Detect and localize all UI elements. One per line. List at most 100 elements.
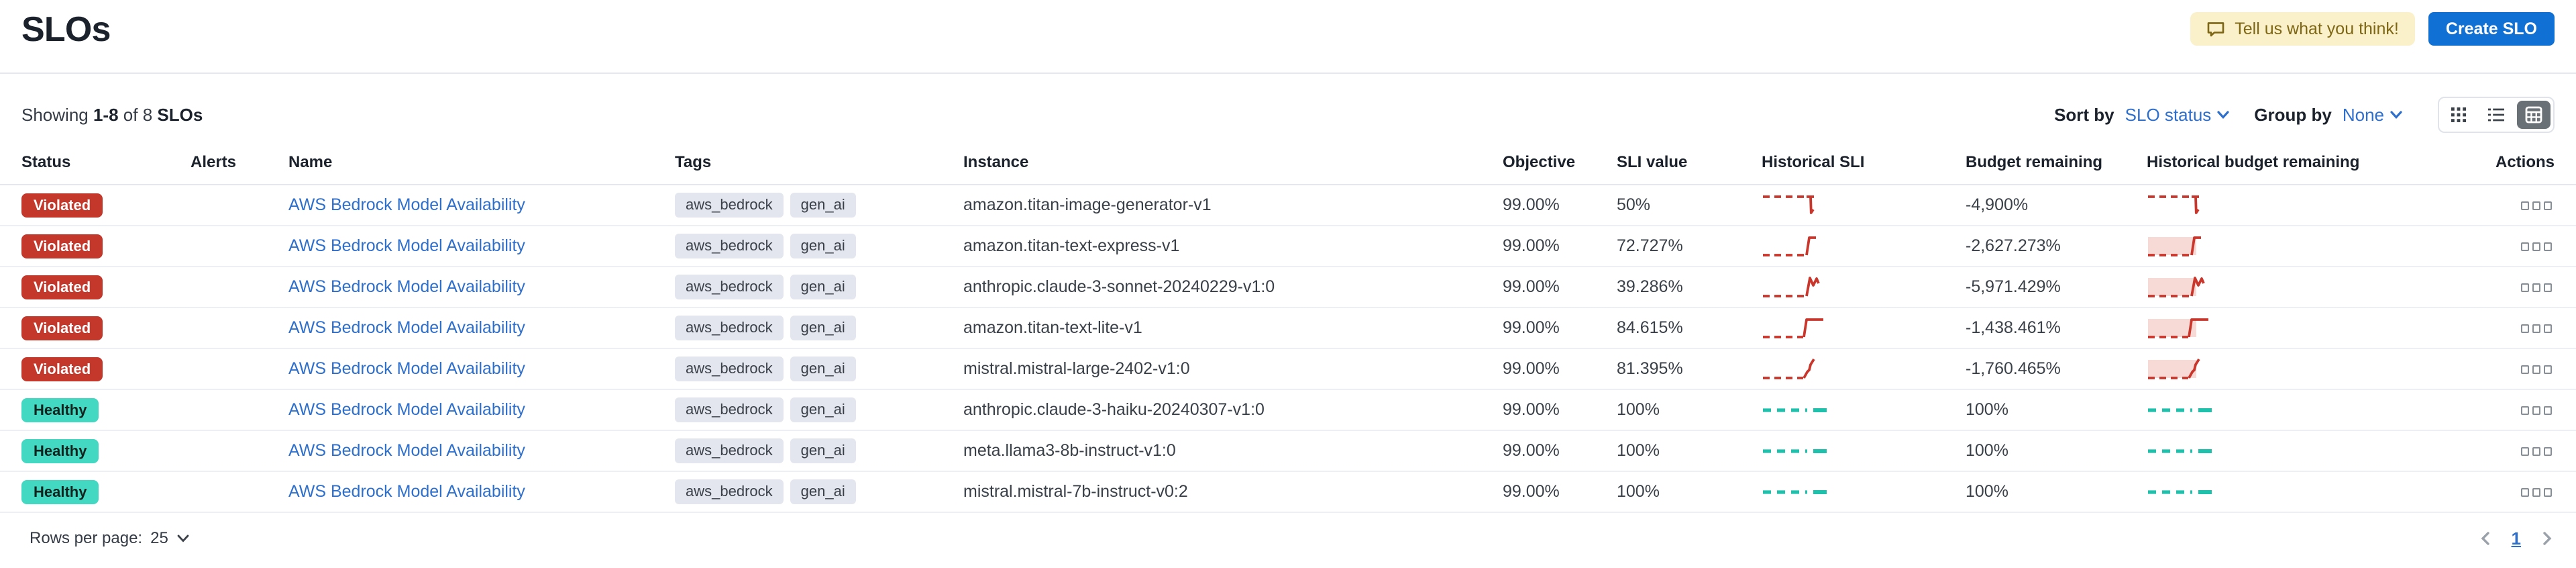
alerts-cell — [191, 307, 288, 349]
column-header-historical-sli[interactable]: Historical SLI — [1762, 145, 1966, 185]
budget-remaining-cell: -2,627.273% — [1966, 226, 2147, 267]
group-by-dropdown[interactable]: None — [2343, 105, 2403, 126]
historical-budget-sparkline — [2148, 236, 2201, 256]
tag-pill[interactable]: gen_ai — [790, 438, 856, 463]
status-cell: Violated — [0, 226, 191, 267]
row-actions-button[interactable] — [2518, 363, 2555, 377]
status-badge: Healthy — [21, 479, 99, 504]
slo-name-link[interactable]: AWS Bedrock Model Availability — [288, 318, 525, 337]
historical-budget-sparkline — [2148, 358, 2200, 379]
name-cell: AWS Bedrock Model Availability — [288, 430, 675, 472]
historical-budget-sparkline — [2148, 195, 2200, 214]
showing-prefix: Showing — [21, 104, 89, 125]
tag-pill[interactable]: aws_bedrock — [675, 357, 784, 381]
tag-pill[interactable]: gen_ai — [790, 479, 856, 504]
budget-remaining-cell: 100% — [1966, 430, 2147, 472]
sort-by-value: SLO status — [2125, 104, 2212, 125]
tag-pill[interactable]: gen_ai — [790, 397, 856, 422]
historical-sli-sparkline — [1763, 358, 1815, 379]
tag-pill[interactable]: aws_bedrock — [675, 275, 784, 299]
column-header-historical-budget-remaining[interactable]: Historical budget remaining — [2147, 145, 2469, 185]
column-header-budget-remaining[interactable]: Budget remaining — [1966, 145, 2147, 185]
tag-pill[interactable]: gen_ai — [790, 357, 856, 381]
historical-sli-sparkline — [1763, 236, 1816, 256]
slo-name-link[interactable]: AWS Bedrock Model Availability — [288, 441, 525, 460]
tag-pill[interactable]: aws_bedrock — [675, 438, 784, 463]
status-cell: Violated — [0, 267, 191, 308]
sort-by-dropdown[interactable]: SLO status — [2125, 105, 2231, 126]
column-header-objective[interactable]: Objective — [1503, 145, 1617, 185]
table-view-button[interactable] — [2517, 101, 2551, 129]
slo-name-link[interactable]: AWS Bedrock Model Availability — [288, 359, 525, 378]
alerts-cell — [191, 226, 288, 267]
next-page-button[interactable] — [2540, 530, 2555, 547]
slo-name-link[interactable]: AWS Bedrock Model Availability — [288, 400, 525, 419]
tag-pill[interactable]: aws_bedrock — [675, 397, 784, 422]
ellipsis-squares-icon — [2521, 283, 2529, 292]
page-header: SLOs Tell us what you think! Create SLO — [0, 0, 2576, 74]
feedback-button[interactable]: Tell us what you think! — [2190, 12, 2415, 46]
historical-sli-cell — [1762, 430, 1966, 472]
sli-value-cell: 39.286% — [1617, 267, 1762, 308]
row-actions-button[interactable] — [2518, 240, 2555, 254]
column-header-alerts[interactable]: Alerts — [191, 145, 288, 185]
historical-budget-sparkline — [2148, 318, 2208, 338]
instance-cell: meta.llama3-8b-instruct-v1:0 — [963, 430, 1503, 472]
historical-budget-sparkline — [2148, 408, 2212, 412]
sli-value-cell: 100% — [1617, 471, 1762, 513]
tag-pill[interactable]: aws_bedrock — [675, 193, 784, 218]
sli-value-cell: 100% — [1617, 389, 1762, 431]
historical-sli-sparkline — [1763, 408, 1827, 412]
instance-cell: mistral.mistral-7b-instruct-v0:2 — [963, 471, 1503, 513]
row-actions-button[interactable] — [2518, 199, 2555, 213]
grid-view-button[interactable] — [2442, 101, 2475, 129]
tag-pill[interactable]: gen_ai — [790, 275, 856, 299]
status-cell: Violated — [0, 307, 191, 349]
group-by-value: None — [2342, 104, 2384, 125]
tag-pill[interactable]: gen_ai — [790, 193, 856, 218]
row-actions-button[interactable] — [2518, 485, 2555, 500]
tags-cell: aws_bedrock gen_ai — [675, 307, 963, 349]
create-slo-button[interactable]: Create SLO — [2428, 12, 2555, 46]
slo-name-link[interactable]: AWS Bedrock Model Availability — [288, 277, 525, 296]
list-view-button[interactable] — [2479, 101, 2513, 129]
list-view-icon — [2488, 108, 2504, 122]
column-header-status[interactable]: Status — [0, 145, 191, 185]
table-footer: Rows per page: 25 1 — [0, 513, 2576, 568]
ellipsis-squares-icon — [2521, 406, 2529, 415]
tag-pill[interactable]: aws_bedrock — [675, 316, 784, 340]
column-header-name[interactable]: Name — [288, 145, 675, 185]
historical-sli-sparkline — [1763, 318, 1823, 338]
tags-cell: aws_bedrock gen_ai — [675, 267, 963, 308]
status-cell: Violated — [0, 348, 191, 390]
name-cell: AWS Bedrock Model Availability — [288, 267, 675, 308]
page-number[interactable]: 1 — [2511, 528, 2521, 549]
historical-budget-sparkline — [2148, 448, 2212, 453]
tag-pill[interactable]: gen_ai — [790, 316, 856, 340]
slo-name-link[interactable]: AWS Bedrock Model Availability — [288, 236, 525, 255]
status-badge: Healthy — [21, 397, 99, 422]
slo-name-link[interactable]: AWS Bedrock Model Availability — [288, 195, 525, 214]
historical-sli-cell — [1762, 471, 1966, 513]
rows-per-page-dropdown[interactable]: Rows per page: 25 — [21, 528, 198, 549]
previous-page-button[interactable] — [2478, 530, 2493, 547]
column-header-sli-value[interactable]: SLI value — [1617, 145, 1762, 185]
row-actions-button[interactable] — [2518, 322, 2555, 336]
showing-count: Showing 1-8 of 8 SLOs — [21, 105, 203, 126]
tag-pill[interactable]: aws_bedrock — [675, 234, 784, 258]
slo-name-link[interactable]: AWS Bedrock Model Availability — [288, 482, 525, 501]
actions-cell — [2469, 348, 2576, 390]
sli-value-cell: 100% — [1617, 430, 1762, 472]
row-actions-button[interactable] — [2518, 404, 2555, 418]
column-header-tags[interactable]: Tags — [675, 145, 963, 185]
ellipsis-squares-icon — [2521, 324, 2529, 333]
tags-cell: aws_bedrock gen_ai — [675, 185, 963, 226]
row-actions-button[interactable] — [2518, 444, 2555, 459]
tag-pill[interactable]: gen_ai — [790, 234, 856, 258]
view-mode-toggle — [2438, 97, 2555, 133]
column-header-instance[interactable]: Instance — [963, 145, 1503, 185]
tag-pill[interactable]: aws_bedrock — [675, 479, 784, 504]
row-actions-button[interactable] — [2518, 281, 2555, 295]
objective-cell: 99.00% — [1503, 226, 1617, 267]
